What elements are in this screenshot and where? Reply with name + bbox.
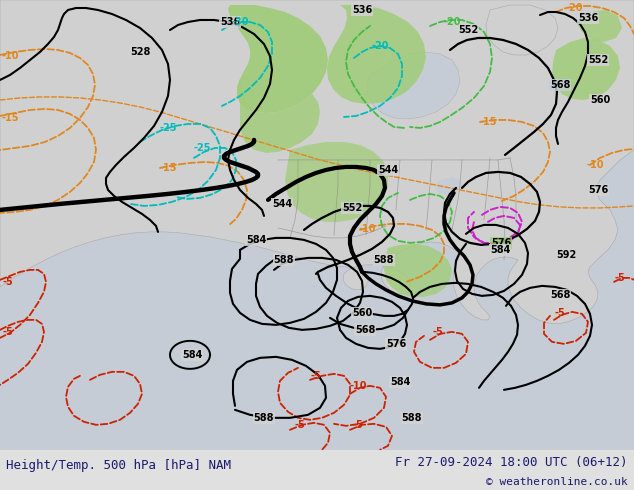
Text: -20: -20 xyxy=(566,3,583,13)
Text: 588: 588 xyxy=(274,255,294,265)
Polygon shape xyxy=(0,0,634,450)
Text: 576: 576 xyxy=(386,339,406,349)
Polygon shape xyxy=(0,0,634,324)
Text: 544: 544 xyxy=(378,165,398,175)
Text: 576: 576 xyxy=(588,185,608,195)
Polygon shape xyxy=(327,5,426,104)
Text: 568: 568 xyxy=(550,290,570,300)
Text: -25: -25 xyxy=(159,123,177,133)
Polygon shape xyxy=(384,244,452,297)
Text: 536: 536 xyxy=(220,17,240,27)
Text: 588: 588 xyxy=(254,413,275,423)
Text: 560: 560 xyxy=(590,95,610,105)
Text: 544: 544 xyxy=(272,199,292,209)
Text: -10: -10 xyxy=(1,51,19,61)
Polygon shape xyxy=(576,10,622,42)
Text: 568: 568 xyxy=(355,325,375,335)
Text: -15: -15 xyxy=(479,117,497,127)
Text: 536: 536 xyxy=(578,13,598,23)
Text: -5: -5 xyxy=(3,327,13,337)
Text: 584: 584 xyxy=(490,245,510,255)
Text: -30: -30 xyxy=(231,17,249,27)
Text: -5: -5 xyxy=(311,371,321,381)
Text: Height/Temp. 500 hPa [hPa] NAM: Height/Temp. 500 hPa [hPa] NAM xyxy=(6,459,231,471)
Text: -15: -15 xyxy=(159,163,177,173)
Text: -5: -5 xyxy=(432,327,443,337)
Text: -5: -5 xyxy=(353,420,363,430)
Text: -10: -10 xyxy=(349,381,366,391)
Text: -5: -5 xyxy=(295,420,306,430)
Text: -5: -5 xyxy=(555,308,566,318)
Text: 588: 588 xyxy=(374,255,394,265)
Text: -10: -10 xyxy=(586,160,604,170)
Polygon shape xyxy=(552,38,620,100)
Polygon shape xyxy=(237,79,320,153)
Text: 528: 528 xyxy=(130,47,150,57)
Polygon shape xyxy=(436,177,462,195)
Polygon shape xyxy=(367,52,460,119)
Text: 568: 568 xyxy=(550,80,570,90)
Polygon shape xyxy=(228,5,328,113)
Text: Fr 27-09-2024 18:00 UTC (06+12): Fr 27-09-2024 18:00 UTC (06+12) xyxy=(395,456,628,469)
Text: 584: 584 xyxy=(182,350,202,360)
Text: -20: -20 xyxy=(443,17,461,27)
Text: 552: 552 xyxy=(342,203,362,213)
Text: -20: -20 xyxy=(372,41,389,51)
Text: -5: -5 xyxy=(614,273,625,283)
Text: 576: 576 xyxy=(491,238,511,248)
Text: 552: 552 xyxy=(458,25,478,35)
Text: 560: 560 xyxy=(352,308,372,318)
Polygon shape xyxy=(486,5,558,55)
Text: 536: 536 xyxy=(352,5,372,15)
Text: 552: 552 xyxy=(588,55,608,65)
Text: -5: -5 xyxy=(3,277,13,287)
Text: 588: 588 xyxy=(402,413,422,423)
Text: 584: 584 xyxy=(246,235,266,245)
Text: -10: -10 xyxy=(358,224,376,234)
Text: © weatheronline.co.uk: © weatheronline.co.uk xyxy=(486,477,628,487)
Text: 584: 584 xyxy=(390,377,410,387)
Polygon shape xyxy=(285,142,388,222)
Text: -25: -25 xyxy=(193,143,210,153)
Text: -15: -15 xyxy=(1,113,19,123)
Text: 592: 592 xyxy=(556,250,576,260)
